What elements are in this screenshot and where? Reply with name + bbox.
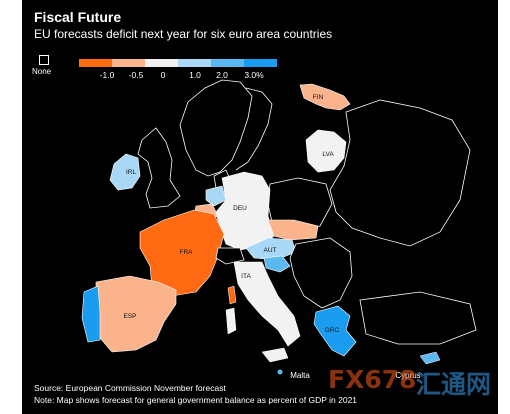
country-ita	[233, 261, 301, 347]
country-fin	[299, 83, 351, 111]
watermark-fx678: FX678	[328, 365, 417, 394]
legend-tick: -0.5	[128, 70, 144, 80]
country-mlt	[277, 369, 283, 375]
country-nld	[205, 185, 227, 207]
label-ita: ITA	[241, 273, 251, 280]
country-fra	[139, 209, 225, 297]
island-corsica	[227, 285, 237, 305]
balkans-outline	[289, 237, 353, 309]
legend-tick: -1.0	[99, 70, 115, 80]
label-lva: LVA	[322, 151, 334, 158]
footnote: Note: Map shows forecast for general gov…	[34, 395, 358, 405]
legend-none-label: None	[32, 67, 52, 76]
scandinavia-land	[179, 79, 253, 177]
legend-swatch	[211, 59, 244, 67]
label-esp: ESP	[123, 313, 136, 320]
legend-tick: 3.0%	[244, 70, 264, 80]
legend-swatch	[79, 59, 112, 67]
label-malta: Malta	[290, 371, 310, 380]
label-fin: FIN	[313, 94, 324, 101]
label-aut: AUT	[264, 247, 277, 254]
country-svn	[263, 255, 291, 273]
legend-tick: 0	[160, 70, 166, 80]
country-cyp	[419, 351, 441, 365]
source-note: Source: European Commission November for…	[34, 383, 226, 393]
turkey-outline	[359, 291, 477, 345]
eastern-europe-outline	[329, 99, 471, 247]
legend-swatch	[178, 59, 211, 67]
legend-swatch	[145, 59, 178, 67]
country-prt	[81, 285, 101, 343]
label-irl: IRL	[126, 169, 137, 176]
map-subtitle: EU forecasts deficit next year for six e…	[34, 27, 333, 41]
legend-tick: 1.0	[189, 70, 201, 80]
country-lva	[305, 129, 347, 173]
country-cze	[267, 219, 319, 241]
country-est	[316, 112, 340, 130]
country-irl	[109, 153, 141, 191]
country-che	[215, 247, 245, 265]
map-title: Fiscal Future	[34, 9, 122, 25]
watermark-huitong: 汇通网	[416, 370, 492, 399]
label-cyprus: Cyprus	[395, 371, 420, 380]
country-gbr	[137, 127, 181, 209]
label-deu: DEU	[233, 205, 247, 212]
legend-swatch	[244, 59, 277, 67]
legend-swatch	[112, 59, 145, 67]
country-pol	[267, 177, 333, 233]
legend-none-swatch	[39, 55, 49, 65]
legend-tick: 2.0	[216, 70, 228, 80]
country-grc	[313, 305, 357, 357]
label-grc: GRC	[325, 327, 340, 334]
island-sardinia	[225, 307, 237, 335]
sweden-coast	[235, 87, 273, 171]
label-fra: FRA	[180, 249, 194, 256]
island-sicily	[261, 347, 289, 363]
